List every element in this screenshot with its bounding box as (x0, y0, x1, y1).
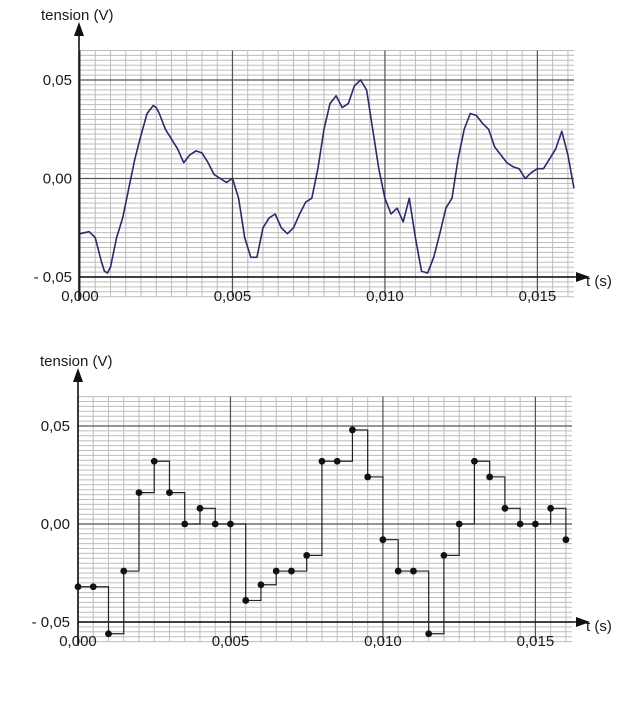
sample-point (364, 473, 372, 481)
sample-point (455, 520, 463, 528)
y-axis-arrow-icon (73, 368, 83, 382)
sample-point (105, 630, 112, 638)
chart-continuous-signal: tension (V) t (s) 0,05 0,00 - 0,05 0,000 0,005… (34, 7, 612, 305)
y-tick-label: 0,00 (43, 171, 72, 188)
sample-point (120, 567, 128, 575)
sample-point (211, 520, 219, 528)
x-tick-label: 0,005 (212, 633, 250, 650)
x-tick-label: 0,000 (59, 633, 97, 650)
sample-point (440, 551, 448, 559)
y-axis-label: tension (V) (40, 353, 113, 370)
sample-point (196, 504, 204, 512)
sample-point (501, 504, 509, 512)
sample-point (471, 457, 478, 465)
sample-point (486, 473, 494, 481)
x-tick-label: 0,000 (61, 288, 99, 305)
sample-point (532, 520, 539, 528)
sample-point (516, 520, 524, 528)
sample-point (394, 567, 402, 575)
y-axis-arrow-icon (74, 22, 84, 36)
y-tick-label: - 0,05 (34, 269, 72, 286)
x-axis-arrow-icon (576, 617, 590, 627)
sample-point (349, 426, 356, 434)
sample-point (425, 630, 433, 638)
sample-point (257, 581, 265, 589)
y-axis-label: tension (V) (41, 7, 114, 24)
sample-point (166, 489, 173, 497)
sample-point (227, 520, 234, 528)
x-tick-label: 0,010 (366, 288, 404, 305)
y-tick-label: 0,05 (41, 418, 70, 435)
x-tick-label: 0,015 (519, 288, 557, 305)
signal-line (79, 79, 575, 274)
x-tick-label: 0,010 (364, 633, 402, 650)
sample-point (288, 567, 295, 575)
sample-point (272, 567, 280, 575)
x-axis-arrow-icon (576, 272, 590, 282)
sample-point (135, 489, 143, 497)
chart-sampled-signal: tension (V) t (s) 0,05 0,00 - 0,05 0,000 0,005… (32, 353, 612, 650)
x-tick-label: 0,015 (517, 633, 555, 650)
sample-point (562, 536, 570, 544)
sample-point (333, 457, 341, 465)
sample-point (318, 457, 326, 465)
y-tick-label: 0,00 (41, 516, 70, 533)
sample-point (410, 567, 417, 575)
sample-point (242, 597, 250, 604)
sample-point (150, 457, 158, 465)
sample-point (74, 583, 82, 591)
y-tick-label: - 0,05 (32, 614, 70, 631)
x-axis-label: t (s) (586, 273, 612, 290)
y-tick-label: 0,05 (43, 72, 72, 89)
sample-point (379, 536, 387, 544)
sample-point (547, 504, 555, 512)
x-axis-label: t (s) (586, 618, 612, 635)
sample-point (303, 551, 311, 559)
sample-point (181, 520, 189, 528)
sample-point (89, 583, 97, 591)
x-tick-label: 0,005 (214, 288, 252, 305)
